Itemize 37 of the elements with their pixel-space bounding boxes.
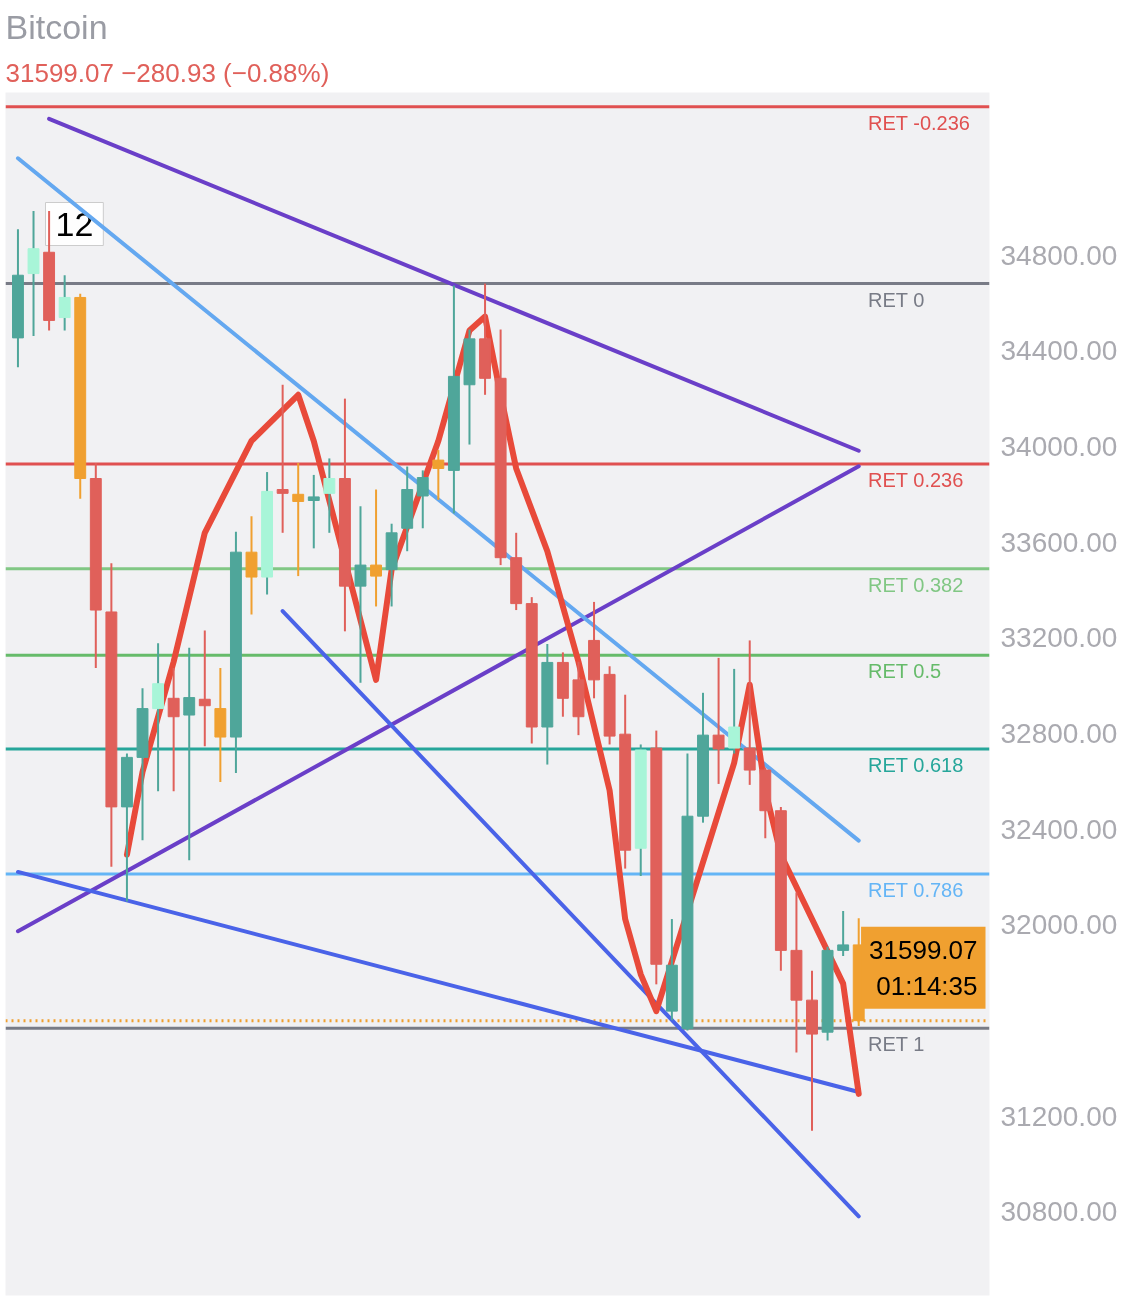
ref-line-label: RET 0.786 <box>868 879 964 902</box>
ref-line-label: RET 0.236 <box>868 468 964 491</box>
candlestick <box>354 505 367 684</box>
candlestick <box>183 646 196 862</box>
y-tick-label: 33200.00 <box>1000 622 1118 654</box>
chart-subtitle: 31599.07 −280.93 (−0.88%) <box>5 57 330 88</box>
y-tick-label: 34000.00 <box>1000 430 1118 462</box>
ref-line-label: RET 0.382 <box>868 573 964 596</box>
chart-title: Bitcoin <box>5 7 108 46</box>
candlestick <box>307 473 320 550</box>
y-tick-label: 32000.00 <box>1000 909 1118 941</box>
y-tick-label: 32400.00 <box>1000 813 1118 845</box>
candlestick <box>712 656 725 785</box>
y-tick-label: 33600.00 <box>1000 526 1118 558</box>
candlestick <box>167 666 180 793</box>
y-tick-label: 31200.00 <box>1000 1100 1118 1132</box>
candlestick <box>837 909 850 957</box>
ref-line-label: RET 0.618 <box>868 754 964 777</box>
candlestick <box>416 469 429 530</box>
ref-line-label: RET 0.5 <box>868 660 942 683</box>
candlestick <box>58 274 71 332</box>
ref-line-label: RET 0 <box>868 288 925 311</box>
candlestick <box>323 457 336 534</box>
y-tick-label: 34400.00 <box>1000 335 1118 367</box>
y-tick-label: 32800.00 <box>1000 717 1118 749</box>
candlestick <box>276 383 289 534</box>
ref-line-label: 31599.07 01:14:35 <box>869 934 978 1001</box>
candlestick <box>198 629 211 748</box>
candlestick <box>728 667 741 755</box>
candlestick <box>292 461 305 578</box>
ref-line-label: RET 1 <box>868 1033 925 1056</box>
candlestick <box>432 449 445 501</box>
candlestick <box>370 488 383 608</box>
y-tick-label: 34800.00 <box>1000 239 1118 271</box>
ref-line-label: RET -0.236 <box>868 111 970 134</box>
y-tick-label: 30800.00 <box>1000 1196 1118 1228</box>
candlestick <box>743 639 756 786</box>
